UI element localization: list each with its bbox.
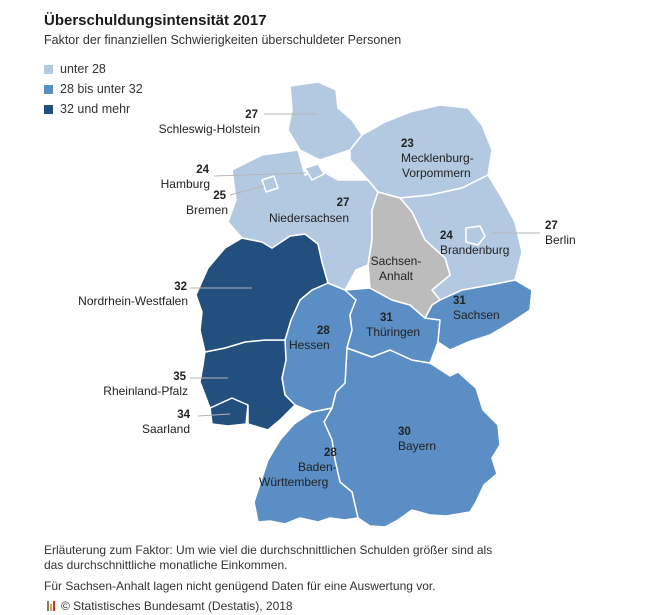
label-baden-wuerttemberg-1: Baden-: [298, 460, 337, 474]
label-mecklenburg-vorpommern-2: Vorpommern: [402, 166, 471, 180]
label-sachsen-anhalt-1: Sachsen-: [371, 254, 422, 268]
value-niedersachsen: 27: [337, 197, 350, 209]
value-berlin: 27: [545, 220, 558, 232]
value-rheinland-pfalz: 35: [173, 371, 186, 383]
note-factor: Erläuterung zum Faktor: Um wie viel die …: [44, 543, 493, 572]
chart-subtitle: Faktor der finanziellen Schwierigkeiten …: [44, 33, 402, 47]
value-schleswig-holstein: 27: [245, 109, 258, 121]
label-hamburg: Hamburg: [161, 177, 210, 191]
label-brandenburg: Brandenburg: [440, 243, 509, 257]
label-rheinland-pfalz: Rheinland-Pfalz: [103, 384, 188, 398]
legend-swatch-low: [44, 64, 53, 74]
label-schleswig-holstein: Schleswig-Holstein: [159, 122, 260, 136]
label-berlin: Berlin: [545, 233, 576, 247]
value-mecklenburg-vorpommern: 23: [401, 138, 414, 150]
label-bayern: Bayern: [398, 439, 436, 453]
legend-label-mid: 28 bis unter 32: [60, 82, 143, 96]
value-thueringen: 31: [380, 312, 393, 324]
legend-label-low: unter 28: [60, 62, 106, 76]
value-nordrhein-westfalen: 32: [174, 281, 187, 293]
state-berlin[interactable]: [465, 225, 486, 246]
value-brandenburg: 24: [440, 230, 453, 242]
state-baden-wuerttemberg[interactable]: [253, 407, 359, 525]
label-mecklenburg-vorpommern-1: Mecklenburg-: [401, 151, 474, 165]
state-sachsen-anhalt[interactable]: [367, 191, 451, 319]
legend-label-high: 32 und mehr: [60, 102, 131, 116]
legend-swatch-mid: [44, 84, 53, 94]
label-nordrhein-westfalen: Nordrhein-Westfalen: [78, 294, 188, 308]
label-saarland: Saarland: [142, 422, 190, 436]
state-bremen[interactable]: [261, 175, 279, 193]
value-hessen: 28: [317, 325, 330, 337]
legend-item-low: unter 28: [44, 59, 143, 79]
value-baden-wuerttemberg: 28: [324, 447, 337, 459]
label-sachsen: Sachsen: [453, 308, 500, 322]
legend: unter 28 28 bis unter 32 32 und mehr: [44, 59, 143, 119]
state-hamburg[interactable]: [304, 163, 325, 181]
legend-swatch-high: [44, 104, 53, 114]
state-labels: 27 Schleswig-Holstein 24 Hamburg 25 Brem…: [78, 109, 576, 489]
label-niedersachsen: Niedersachsen: [269, 211, 349, 225]
note-sachsen-anhalt: Für Sachsen-Anhalt lagen nicht genügend …: [44, 579, 436, 593]
label-baden-wuerttemberg-2: Württemberg: [259, 475, 328, 489]
source-line: © Statistisches Bundesamt (Destatis), 20…: [44, 599, 293, 613]
label-thueringen: Thüringen: [366, 325, 420, 339]
value-sachsen: 31: [453, 295, 466, 307]
value-hamburg: 24: [196, 164, 209, 176]
value-bremen: 25: [213, 190, 226, 202]
label-sachsen-anhalt-2: Anhalt: [379, 269, 414, 283]
label-bremen: Bremen: [186, 203, 228, 217]
value-bayern: 30: [398, 426, 411, 438]
value-saarland: 34: [177, 409, 190, 421]
chart-title: Überschuldungsintensität 2017: [44, 12, 267, 29]
label-hessen: Hessen: [289, 338, 330, 352]
destatis-logo-icon: [47, 601, 56, 611]
legend-item-high: 32 und mehr: [44, 99, 143, 119]
legend-item-mid: 28 bis unter 32: [44, 79, 143, 99]
leader-lines: [190, 113, 540, 417]
source-text: © Statistisches Bundesamt (Destatis), 20…: [61, 599, 293, 613]
